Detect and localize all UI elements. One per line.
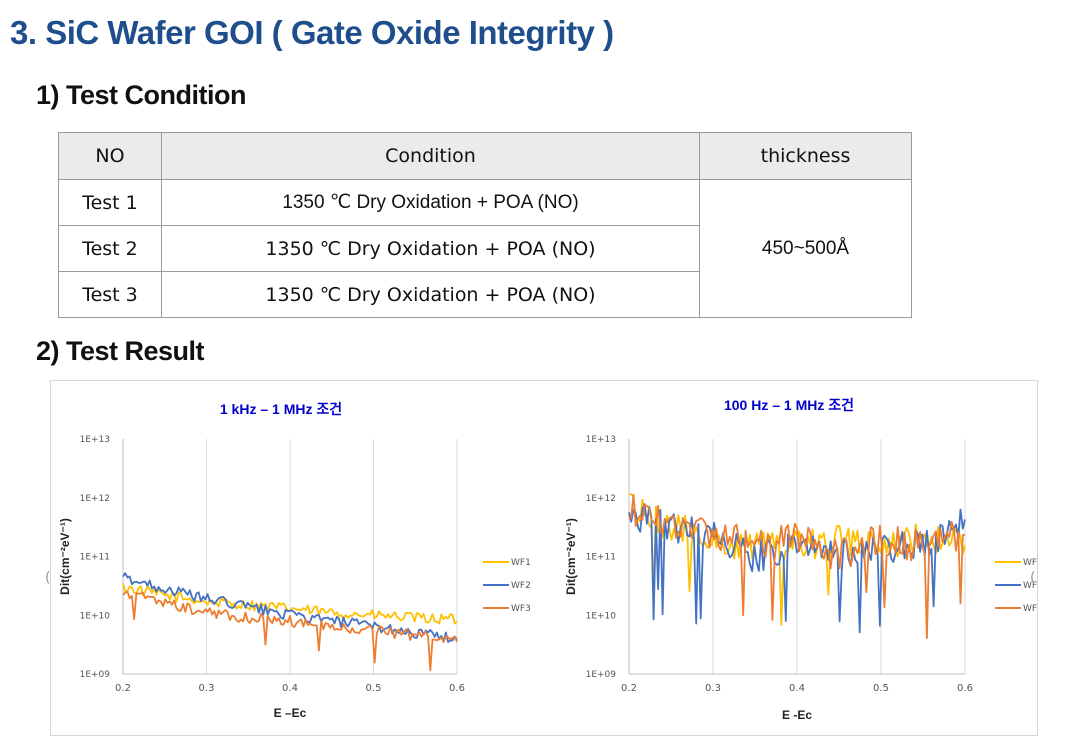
x-axis-label: E -Ec bbox=[782, 708, 812, 722]
x-tick-label: 0.5 bbox=[366, 683, 382, 694]
x-tick-label: 0.3 bbox=[199, 683, 215, 694]
table-cell-condition: 1350 ℃ Dry Oxidation + POA (NO) bbox=[161, 271, 700, 318]
section-heading-test-condition: 1) Test Condition bbox=[36, 80, 246, 110]
series-line-wf3 bbox=[628, 494, 965, 640]
table-row: Test 1 1350 ℃ Dry Oxidation + POA (NO) 4… bbox=[58, 179, 912, 318]
y-tick-label: 1E+09 bbox=[80, 670, 111, 680]
legend-label-wf2: WF2 bbox=[511, 581, 531, 591]
x-axis-label: E –Ec bbox=[274, 706, 307, 720]
x-tick-label: 0.5 bbox=[873, 683, 889, 694]
section-heading-test-result: 2) Test Result bbox=[36, 336, 205, 366]
x-tick-label: 0.6 bbox=[957, 683, 973, 694]
legend-label-wf2: WF2 bbox=[1023, 581, 1037, 591]
y-tick-label: 1E+10 bbox=[586, 611, 617, 621]
x-tick-label: 0.3 bbox=[705, 683, 721, 694]
x-tick-label: 0.2 bbox=[115, 683, 131, 694]
y-tick-label: 1E+11 bbox=[586, 553, 616, 563]
x-tick-label: 0.2 bbox=[621, 683, 637, 694]
table-header-thickness: thickness bbox=[699, 132, 912, 180]
table-cell-condition: 1350 ℃ Dry Oxidation + POA (NO) bbox=[161, 179, 700, 226]
legend-label-wf3: WF3 bbox=[511, 604, 531, 614]
series-line-wf3 bbox=[122, 590, 458, 672]
table-cell-no: Test 2 bbox=[58, 225, 162, 272]
legend-label-wf3: WF3 bbox=[1023, 604, 1037, 614]
y-axis-label: Dit(cm⁻²eV⁻¹) bbox=[564, 518, 578, 595]
legend-label-wf1: WF1 bbox=[511, 558, 531, 568]
legend-label-wf1: WF1 bbox=[1023, 558, 1037, 568]
chart-panel: 1 kHz – 1 MHz 조건 0.2 0.3 0.4 0.5 0.6 1E+09 1E+1… bbox=[50, 380, 1038, 736]
y-tick-label: 1E+11 bbox=[80, 553, 110, 563]
table-header-no: NO bbox=[58, 132, 162, 180]
table-cell-no: Test 1 bbox=[58, 179, 162, 226]
table-cell-thickness: 450~500Å bbox=[699, 179, 912, 318]
y-tick-label: 1E+12 bbox=[80, 494, 110, 504]
series-line-wf2 bbox=[122, 572, 458, 644]
results-charts-svg: 1 kHz – 1 MHz 조건 0.2 0.3 0.4 0.5 0.6 1E+09 1E+1… bbox=[58, 397, 1037, 722]
y-axis-label: Dit(cm⁻²eV⁻¹) bbox=[58, 518, 72, 595]
y-tick-label: 1E+13 bbox=[586, 435, 616, 445]
table-cell-condition: 1350 ℃ Dry Oxidation + POA (NO) bbox=[161, 225, 700, 272]
resize-handle-left: ( bbox=[45, 570, 51, 586]
table-row: Test 2 1350 ℃ Dry Oxidation + POA (NO) bbox=[58, 225, 912, 272]
chart-title: 1 kHz – 1 MHz 조건 bbox=[220, 401, 342, 417]
y-tick-label: 1E+13 bbox=[80, 435, 110, 445]
chart-title: 100 Hz – 1 MHz 조건 bbox=[724, 397, 854, 413]
test-condition-table: NO Condition thickness Test 1 1350 ℃ Dry… bbox=[58, 132, 912, 318]
table-header-condition: Condition bbox=[161, 132, 700, 180]
resize-handle-right: ( bbox=[1030, 570, 1036, 586]
y-tick-label: 1E+10 bbox=[80, 611, 111, 621]
y-tick-label: 1E+09 bbox=[586, 670, 617, 680]
y-tick-label: 1E+12 bbox=[586, 494, 616, 504]
table-row: Test 3 1350 ℃ Dry Oxidation + POA (NO) bbox=[58, 271, 912, 318]
x-tick-label: 0.6 bbox=[449, 683, 465, 694]
x-tick-label: 0.4 bbox=[789, 683, 805, 694]
table-cell-no: Test 3 bbox=[58, 271, 162, 318]
page-title: 3. SiC Wafer GOI ( Gate Oxide Integrity … bbox=[10, 14, 614, 51]
table-header-row: NO Condition thickness bbox=[58, 132, 912, 180]
x-tick-label: 0.4 bbox=[282, 683, 298, 694]
